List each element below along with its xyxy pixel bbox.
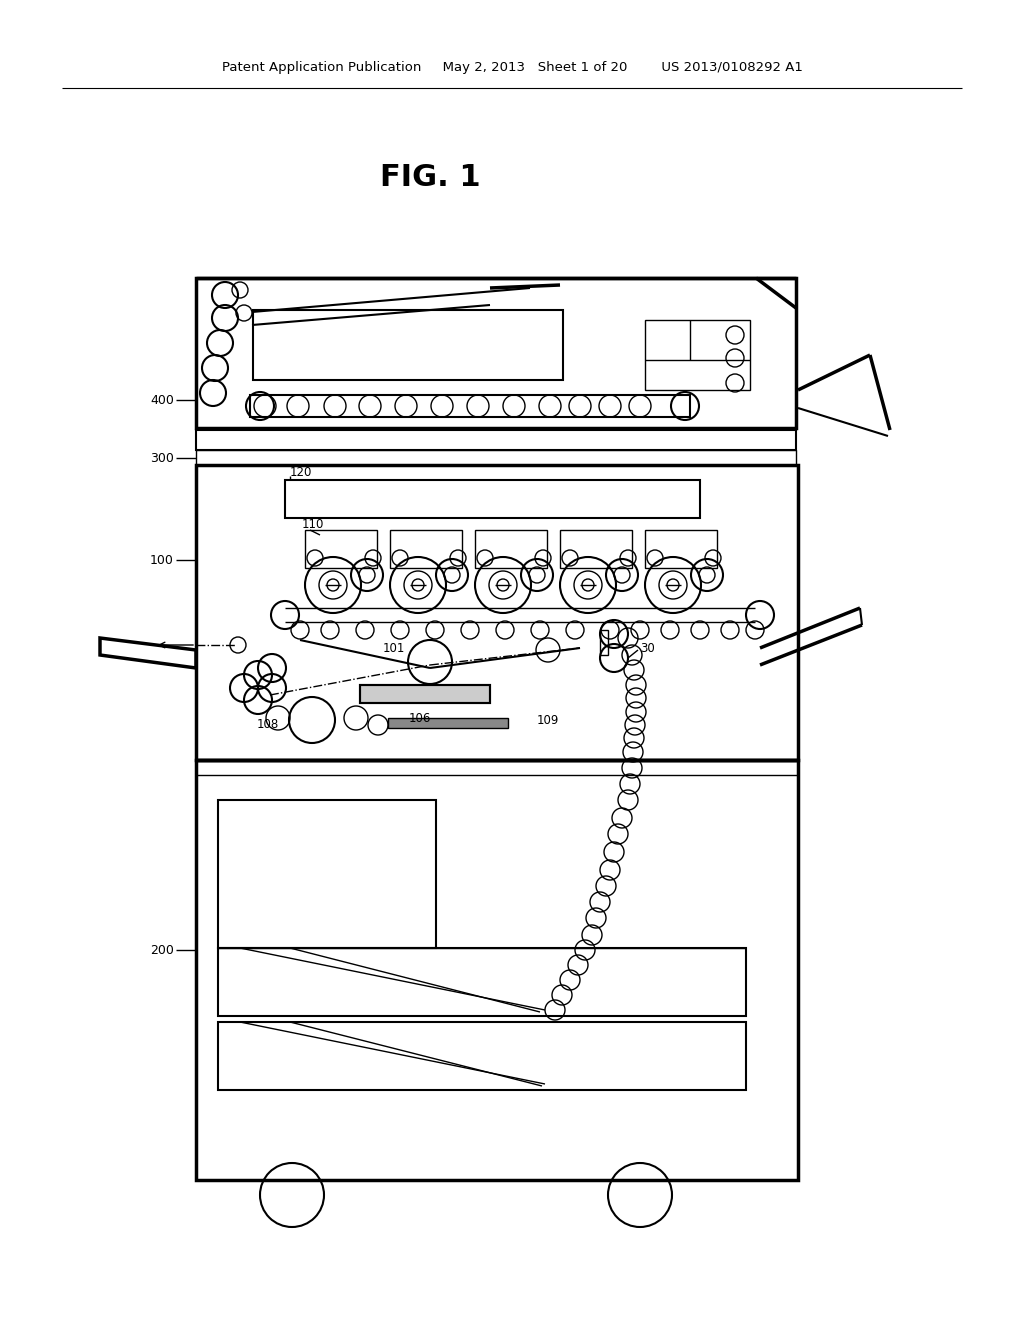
Bar bbox=[285, 480, 700, 517]
Bar bbox=[253, 310, 563, 380]
Bar bbox=[360, 685, 490, 704]
Text: FIG. 1: FIG. 1 bbox=[380, 164, 480, 193]
Text: 300: 300 bbox=[151, 451, 174, 465]
Text: 120: 120 bbox=[290, 466, 312, 479]
Bar bbox=[305, 531, 377, 568]
Bar bbox=[475, 531, 547, 568]
Text: 106: 106 bbox=[409, 711, 431, 725]
Bar bbox=[196, 465, 798, 760]
Bar bbox=[196, 430, 796, 450]
Bar bbox=[218, 1022, 746, 1090]
Text: 101: 101 bbox=[383, 642, 406, 655]
Text: 400: 400 bbox=[151, 393, 174, 407]
Bar bbox=[250, 395, 690, 417]
Text: 108: 108 bbox=[257, 718, 280, 731]
Bar bbox=[600, 630, 608, 655]
Bar bbox=[218, 800, 436, 948]
Bar bbox=[196, 450, 796, 465]
Text: 100: 100 bbox=[151, 553, 174, 566]
Text: 200: 200 bbox=[151, 944, 174, 957]
Text: Patent Application Publication     May 2, 2013   Sheet 1 of 20        US 2013/01: Patent Application Publication May 2, 20… bbox=[221, 62, 803, 74]
Bar bbox=[390, 531, 462, 568]
Text: 109: 109 bbox=[537, 714, 559, 726]
Bar bbox=[360, 685, 490, 704]
Bar bbox=[196, 279, 796, 428]
Bar bbox=[645, 319, 750, 389]
Bar bbox=[388, 718, 508, 729]
Bar bbox=[645, 531, 717, 568]
Bar bbox=[560, 531, 632, 568]
Text: 30: 30 bbox=[640, 642, 654, 655]
Bar bbox=[218, 948, 746, 1016]
Bar bbox=[196, 760, 798, 1180]
Text: 110: 110 bbox=[302, 519, 325, 532]
